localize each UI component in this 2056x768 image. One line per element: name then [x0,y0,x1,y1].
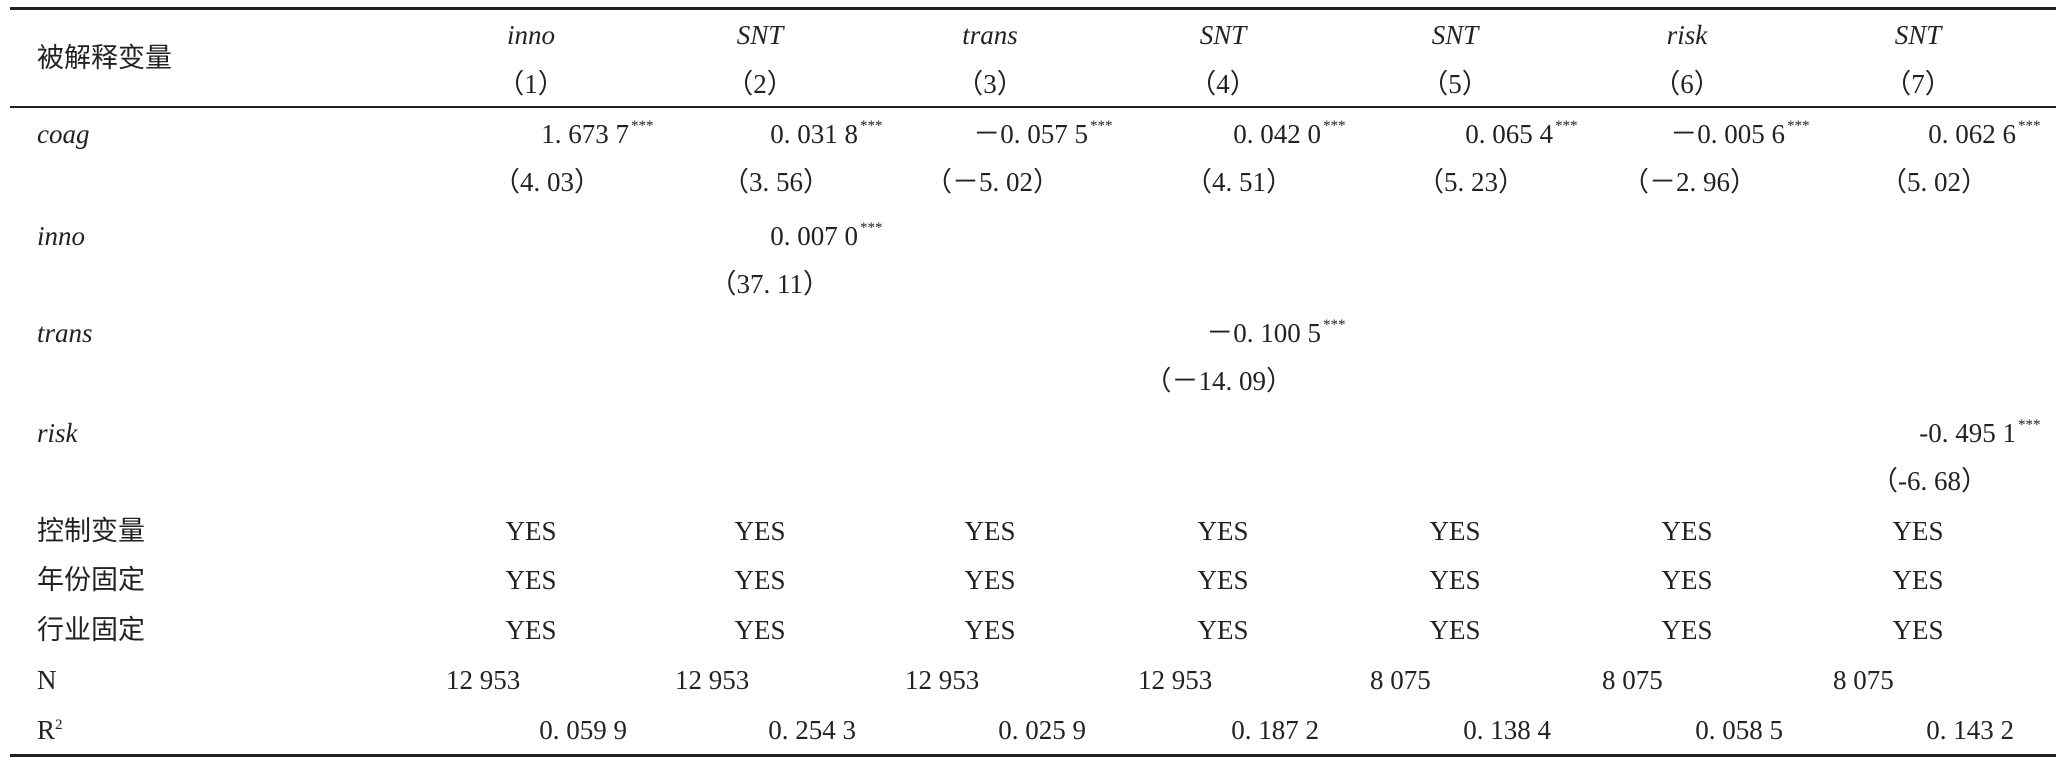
indicator-cell: YES [1661,565,1713,595]
indicator-cell: YES [1429,615,1481,645]
coefficient: －0. 100 5 [1206,318,1321,348]
column-variable: SNT [1199,20,1247,50]
significance-stars: *** [1090,118,1113,134]
r2-cell: 0. 059 9 [539,715,627,745]
t-statistic: （－14. 09） [1144,366,1294,396]
t-statistic: （37. 11） [709,269,831,299]
t-statistic: （－2. 96） [1622,167,1757,197]
column-variable: SNT [1431,20,1479,50]
row-label: R2 [37,715,63,745]
n-cell: 12 953 [675,665,750,695]
significance-stars: *** [860,118,883,134]
column-variable: SNT [736,20,784,50]
indicator-cell: YES [1429,516,1481,546]
column-number: （1） [497,69,565,99]
indicator-cell: YES [505,565,557,595]
row-label: 年份固定 [37,565,145,595]
indicator-cell: YES [1892,516,1944,546]
coefficient: 1. 673 7 [541,119,629,149]
significance-stars: *** [1787,118,1810,134]
coefficient: 0. 042 0 [1233,119,1321,149]
column-variable: risk [1666,20,1708,50]
indicator-cell: YES [964,615,1016,645]
column-number: （5） [1421,69,1489,99]
n-cell: 12 953 [905,665,980,695]
indicator-cell: YES [1892,565,1944,595]
indicator-cell: YES [964,565,1016,595]
indicator-cell: YES [505,615,557,645]
r2-cell: 0. 254 3 [768,715,856,745]
coefficient: －0. 005 6 [1670,119,1785,149]
coefficient: －0. 057 5 [973,119,1088,149]
significance-stars: *** [631,118,654,134]
coefficient: -0. 495 1 [1919,418,2016,448]
indicator-cell: YES [734,565,786,595]
column-variable: SNT [1894,20,1942,50]
column-number: （6） [1653,69,1721,99]
row-label: trans [37,318,93,348]
indicator-cell: YES [1429,565,1481,595]
indicator-cell: YES [505,516,557,546]
r2-cell: 0. 187 2 [1231,715,1319,745]
significance-stars: *** [2018,118,2041,134]
significance-stars: *** [1323,317,1346,333]
t-statistic: （5. 23） [1417,167,1525,197]
column-variable: inno [506,20,556,50]
row-label: coag [37,119,90,149]
indicator-cell: YES [1661,615,1713,645]
indicator-cell: YES [734,516,786,546]
bottom-rule [10,754,2056,757]
t-statistic: （3. 56） [722,167,830,197]
significance-stars: *** [2018,417,2041,433]
row-label-superscript: 2 [55,717,63,733]
n-cell: 12 953 [1138,665,1213,695]
row-label: risk [37,418,78,448]
t-statistic: （5. 02） [1880,167,1988,197]
top-rule [10,7,2056,10]
column-number: （3） [956,69,1024,99]
coefficient: 0. 065 4 [1465,119,1553,149]
column-number: （4） [1189,69,1257,99]
significance-stars: *** [1323,118,1346,134]
coefficient: 0. 031 8 [770,119,858,149]
r2-cell: 0. 143 2 [1926,715,2014,745]
significance-stars: *** [1555,118,1578,134]
r2-cell: 0. 138 4 [1463,715,1551,745]
indicator-cell: YES [734,615,786,645]
column-number: （7） [1884,69,1952,99]
coefficient: 0. 062 6 [1928,119,2016,149]
column-variable: trans [962,20,1018,50]
indicator-cell: YES [1197,516,1249,546]
t-statistic: （-6. 68） [1871,466,1988,496]
indicator-cell: YES [1892,615,1944,645]
n-cell: 8 075 [1602,665,1663,695]
indicator-cell: YES [1197,565,1249,595]
indicator-cell: YES [1197,615,1249,645]
coefficient: 0. 007 0 [770,221,858,251]
r2-cell: 0. 025 9 [998,715,1086,745]
row-label: 控制变量 [37,516,145,546]
t-statistic: （4. 03） [493,167,601,197]
row-label: 行业固定 [37,615,145,645]
indicator-cell: YES [1661,516,1713,546]
indicator-cell: YES [964,516,1016,546]
header-rule [10,106,2056,108]
t-statistic: （－5. 02） [925,167,1060,197]
significance-stars: *** [860,220,883,236]
row-label: inno [37,221,86,251]
n-cell: 8 075 [1370,665,1431,695]
r2-cell: 0. 058 5 [1695,715,1783,745]
n-cell: 8 075 [1833,665,1894,695]
row-label: N [37,665,57,695]
header-label: 被解释变量 [37,43,172,73]
t-statistic: （4. 51） [1185,167,1293,197]
n-cell: 12 953 [446,665,521,695]
column-number: （2） [726,69,794,99]
